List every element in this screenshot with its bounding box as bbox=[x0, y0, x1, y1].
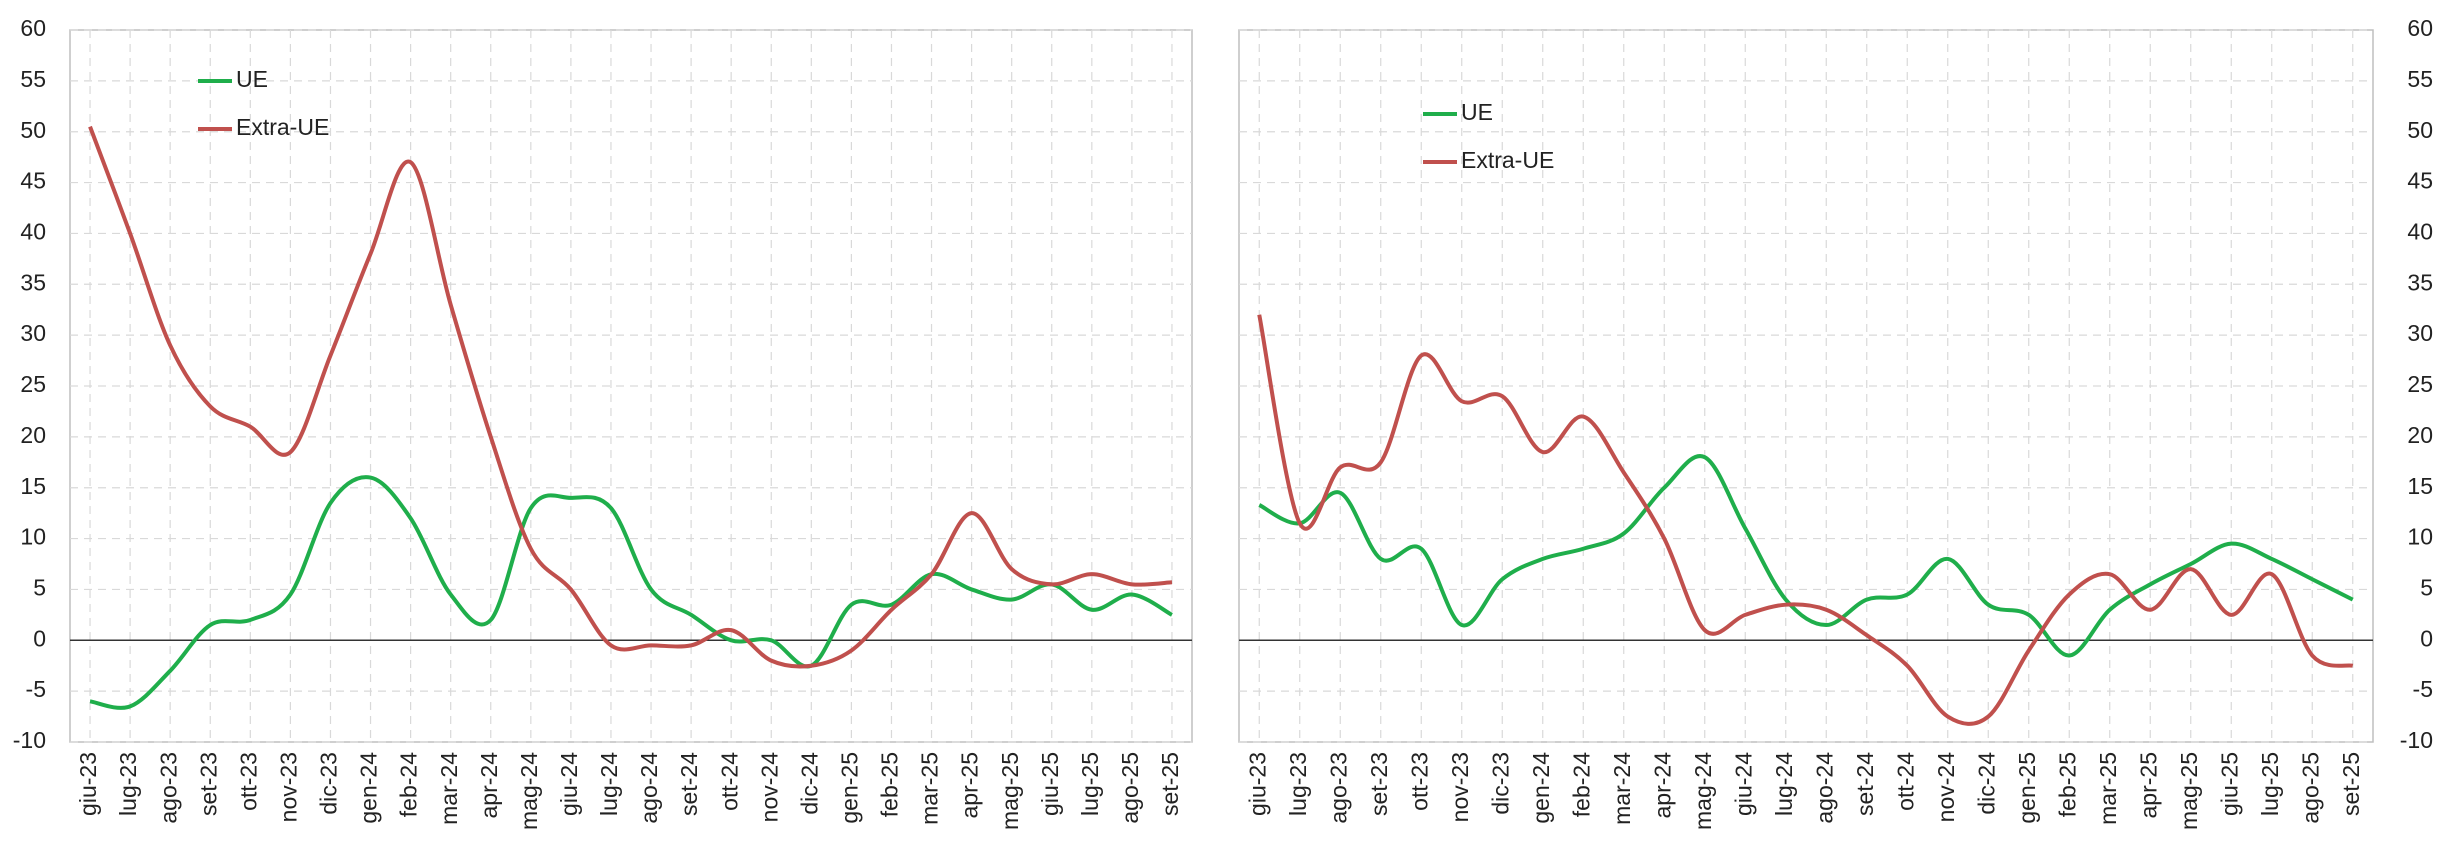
x-tick-label: giu-23 bbox=[75, 752, 101, 816]
y-tick-label: 45 bbox=[20, 168, 46, 194]
x-tick-label: ott-23 bbox=[235, 752, 261, 811]
x-tick-label: mar-24 bbox=[436, 752, 462, 825]
y-tick-label: 10 bbox=[2407, 524, 2433, 550]
x-tick-label: ago-25 bbox=[2297, 752, 2323, 824]
x-tick-label: mag-24 bbox=[1690, 752, 1716, 830]
x-tick-label: lug-25 bbox=[1077, 752, 1103, 816]
x-tick-label: lug-23 bbox=[115, 752, 141, 816]
x-tick-label: mag-25 bbox=[997, 752, 1023, 830]
y-tick-label: 55 bbox=[2407, 66, 2433, 92]
x-tick-label: ago-24 bbox=[636, 752, 662, 824]
line-series bbox=[1257, 314, 2354, 726]
y-tick-label: 35 bbox=[20, 269, 46, 295]
x-tick-label: ago-25 bbox=[1117, 752, 1143, 824]
x-tick-label: giu-23 bbox=[1244, 752, 1270, 816]
x-tick-label: dic-24 bbox=[1973, 752, 1999, 815]
y-tick-label: 5 bbox=[33, 575, 46, 601]
x-tick-label: ott-24 bbox=[1892, 752, 1918, 811]
x-tick-label: set-25 bbox=[2338, 752, 2364, 816]
y-tick-label: 50 bbox=[2407, 117, 2433, 143]
x-tick-label: gen-25 bbox=[836, 752, 862, 824]
x-tick-label: nov-24 bbox=[756, 752, 782, 823]
y-tick-label: 30 bbox=[2407, 320, 2433, 346]
y-tick-label: 0 bbox=[33, 625, 46, 651]
line-series bbox=[88, 125, 1173, 669]
x-tick-label: giu-24 bbox=[1730, 752, 1756, 816]
x-tick-label: ago-24 bbox=[1811, 752, 1837, 824]
x-tick-label: lug-23 bbox=[1285, 752, 1311, 816]
y-tick-label: 20 bbox=[20, 422, 46, 448]
y-tick-label: 40 bbox=[20, 219, 46, 245]
x-tick-label: giu-25 bbox=[1037, 752, 1063, 816]
line-series bbox=[1258, 454, 2354, 658]
x-tick-label: apr-25 bbox=[2135, 752, 2161, 818]
y-tick-label: 55 bbox=[20, 66, 46, 92]
y-tick-label: 35 bbox=[2407, 269, 2433, 295]
x-tick-label: set-23 bbox=[1366, 752, 1392, 816]
x-tick-label: feb-25 bbox=[877, 752, 903, 817]
x-tick-label: mag-24 bbox=[516, 752, 542, 830]
x-tick-label: feb-24 bbox=[1568, 752, 1594, 817]
x-tick-label: lug-25 bbox=[2257, 752, 2283, 816]
x-tick-label: feb-25 bbox=[2054, 752, 2080, 817]
x-tick-label: set-23 bbox=[195, 752, 221, 816]
x-tick-label: ott-24 bbox=[716, 752, 742, 811]
y-tick-label: -5 bbox=[26, 676, 46, 702]
y-tick-label: 40 bbox=[2407, 219, 2433, 245]
line-series bbox=[89, 475, 1173, 710]
x-tick-label: dic-23 bbox=[1487, 752, 1513, 815]
y-tick-label: 0 bbox=[2420, 625, 2433, 651]
x-tick-label: apr-24 bbox=[476, 752, 502, 819]
x-tick-label: gen-24 bbox=[356, 752, 382, 824]
legend-label: UE bbox=[236, 66, 268, 92]
x-tick-label: dic-24 bbox=[796, 752, 822, 815]
x-tick-label: ott-23 bbox=[1406, 752, 1432, 811]
x-tick-label: lug-24 bbox=[596, 752, 622, 816]
y-tick-label: -5 bbox=[2413, 676, 2433, 702]
x-tick-label: nov-24 bbox=[1933, 752, 1959, 823]
x-tick-label: set-24 bbox=[676, 752, 702, 816]
x-tick-label: giu-25 bbox=[2216, 752, 2242, 816]
x-tick-label: lug-24 bbox=[1771, 752, 1797, 816]
legend-label: Extra-UE bbox=[236, 114, 329, 140]
x-tick-label: mar-25 bbox=[917, 752, 943, 825]
y-tick-label: -10 bbox=[2400, 727, 2433, 753]
y-tick-label: 60 bbox=[20, 15, 46, 41]
y-tick-label: 25 bbox=[2407, 371, 2433, 397]
x-tick-label: dic-23 bbox=[316, 752, 342, 815]
x-tick-label: nov-23 bbox=[275, 752, 301, 822]
x-tick-label: apr-25 bbox=[957, 752, 983, 818]
y-tick-label: 15 bbox=[20, 473, 46, 499]
x-tick-label: ago-23 bbox=[155, 752, 181, 824]
x-tick-label: gen-25 bbox=[2014, 752, 2040, 824]
x-tick-label: set-25 bbox=[1157, 752, 1183, 816]
x-tick-label: gen-24 bbox=[1528, 752, 1554, 824]
y-tick-label: 60 bbox=[2407, 15, 2433, 41]
x-tick-label: set-24 bbox=[1852, 752, 1878, 816]
x-tick-label: mag-25 bbox=[2176, 752, 2202, 830]
x-tick-label: apr-24 bbox=[1649, 752, 1675, 819]
y-tick-label: 20 bbox=[2407, 422, 2433, 448]
y-tick-label: -10 bbox=[13, 727, 46, 753]
x-tick-label: mar-25 bbox=[2095, 752, 2121, 825]
x-tick-label: giu-24 bbox=[556, 752, 582, 816]
legend-label: Extra-UE bbox=[1461, 147, 1554, 173]
y-tick-label: 30 bbox=[20, 320, 46, 346]
y-tick-label: 15 bbox=[2407, 473, 2433, 499]
x-tick-label: ago-23 bbox=[1325, 752, 1351, 824]
y-tick-label: 45 bbox=[2407, 168, 2433, 194]
y-tick-label: 25 bbox=[20, 371, 46, 397]
y-tick-label: 10 bbox=[20, 524, 46, 550]
x-tick-label: feb-24 bbox=[396, 752, 422, 817]
x-tick-label: mar-24 bbox=[1609, 752, 1635, 825]
x-tick-label: nov-23 bbox=[1447, 752, 1473, 822]
y-tick-label: 5 bbox=[2420, 575, 2433, 601]
legend-label: UE bbox=[1461, 99, 1493, 125]
y-tick-label: 50 bbox=[20, 117, 46, 143]
